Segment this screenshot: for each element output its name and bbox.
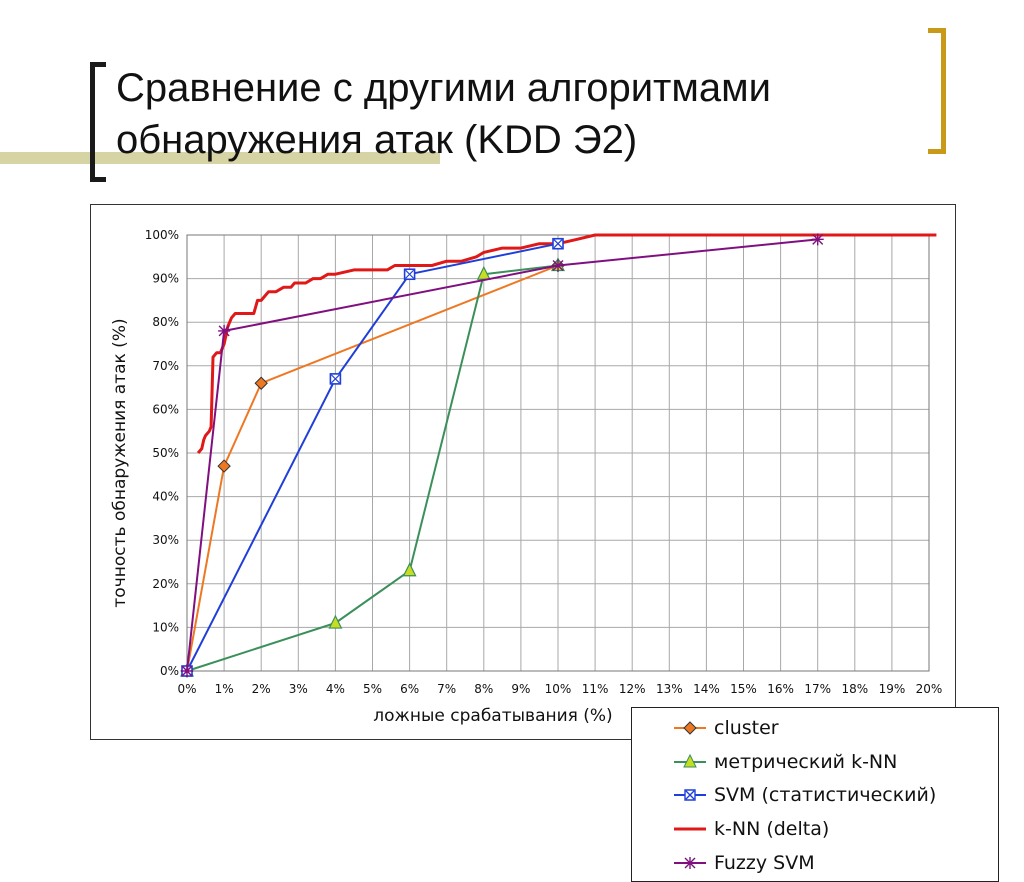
slide-title-line-1: Сравнение с другими алгоритмами: [116, 66, 771, 110]
series-1-point-2: [402, 562, 417, 577]
slide-title: Сравнение с другими алгоритмами обнаруже…: [116, 62, 916, 166]
legend-swatch-0: [674, 721, 706, 735]
x-tick-label-6: 6%: [400, 682, 419, 696]
series-2-point-3: [552, 237, 564, 250]
x-tick-label-10: 10%: [545, 682, 572, 696]
y-tick-label-1: 10%: [152, 620, 179, 634]
y-tick-label-6: 60%: [152, 402, 179, 416]
legend-label-3: k-NN (delta): [714, 818, 830, 840]
legend-label-4: Fuzzy SVM: [714, 852, 815, 874]
x-tick-label-20: 20%: [916, 682, 943, 696]
y-tick-label-3: 30%: [152, 533, 179, 547]
x-tick-label-0: 0%: [177, 682, 196, 696]
series-1-point-1: [328, 614, 343, 629]
series-line-3: [196, 233, 937, 454]
series-4-point-3: [811, 233, 824, 246]
series-4-point-1: [218, 324, 231, 337]
left-bracket-decoration: [90, 62, 106, 182]
slide-title-line-2: обнаружения атак (KDD Э2): [116, 118, 638, 162]
chart-legend: cluster метрический k-NN SVM (статистическ…: [631, 707, 999, 882]
series-4-point-2: [552, 259, 564, 272]
x-tick-label-12: 12%: [619, 682, 646, 696]
legend-item-4: Fuzzy SVM: [672, 851, 815, 875]
y-tick-label-5: 50%: [152, 446, 179, 460]
x-tick-label-13: 13%: [656, 682, 683, 696]
y-tick-label-0: 0%: [160, 664, 179, 678]
x-tick-label-15: 15%: [730, 682, 757, 696]
x-tick-label-9: 9%: [511, 682, 530, 696]
x-tick-label-1: 1%: [215, 682, 234, 696]
y-axis-label: точность обнаружения атак (%): [110, 318, 130, 607]
legend-label-2: SVM (статистический): [714, 784, 937, 806]
right-bracket-decoration: [928, 28, 946, 154]
legend-item-1: метрический k-NN: [672, 750, 897, 774]
series-2-point-2: [403, 268, 416, 281]
legend-swatch-1: [674, 753, 706, 768]
series-line-4: [186, 238, 818, 672]
y-tick-label-10: 100%: [145, 228, 179, 242]
plot-area-border: [186, 234, 930, 672]
legend-label-0: cluster: [714, 717, 779, 739]
x-tick-label-17: 17%: [804, 682, 831, 696]
series-4-point-0: [181, 665, 193, 677]
x-tick-label-11: 11%: [582, 682, 609, 696]
y-tick-label-9: 90%: [152, 272, 179, 286]
series-line-0: [186, 264, 559, 672]
x-tick-label-18: 18%: [841, 682, 868, 696]
title-accent-bar: [0, 152, 440, 164]
x-tick-label-5: 5%: [363, 682, 382, 696]
legend-item-3: k-NN (delta): [672, 817, 829, 841]
legend-swatch-3: [674, 827, 706, 831]
legend-swatch-2: [674, 789, 706, 801]
legend-label-1: метрический k-NN: [714, 751, 898, 773]
x-tick-label-3: 3%: [289, 682, 308, 696]
x-tick-label-2: 2%: [252, 682, 271, 696]
x-axis-label: ложные срабатывания (%): [373, 706, 612, 726]
line-chart: 0% 1% 2% 3% 4% 5% 6% 7% 8% 9% 10% 11% 12% 13% 14% 15% 16…: [110, 228, 943, 726]
series-2-point-1: [329, 373, 342, 385]
legend-item-2: SVM (статистический): [672, 783, 936, 807]
y-tick-label-7: 70%: [152, 359, 179, 373]
series-0-point-1: [217, 459, 231, 473]
series-line-2: [186, 242, 559, 672]
series-0-point-2: [254, 376, 268, 390]
x-tick-label-16: 16%: [767, 682, 794, 696]
x-tick-label-4: 4%: [326, 682, 345, 696]
x-tick-label-19: 19%: [879, 682, 906, 696]
legend-item-0: cluster: [672, 716, 779, 740]
x-tick-label-7: 7%: [437, 682, 456, 696]
legend-swatch-4: [674, 857, 706, 869]
x-tick-label-8: 8%: [474, 682, 493, 696]
y-tick-label-8: 80%: [152, 315, 179, 329]
x-tick-label-14: 14%: [693, 682, 720, 696]
y-tick-label-4: 40%: [152, 490, 179, 504]
chart-frame: 0% 1% 2% 3% 4% 5% 6% 7% 8% 9% 10% 11% 12% 13% 14% 15% 16…: [90, 204, 999, 882]
y-tick-label-2: 20%: [152, 577, 179, 591]
